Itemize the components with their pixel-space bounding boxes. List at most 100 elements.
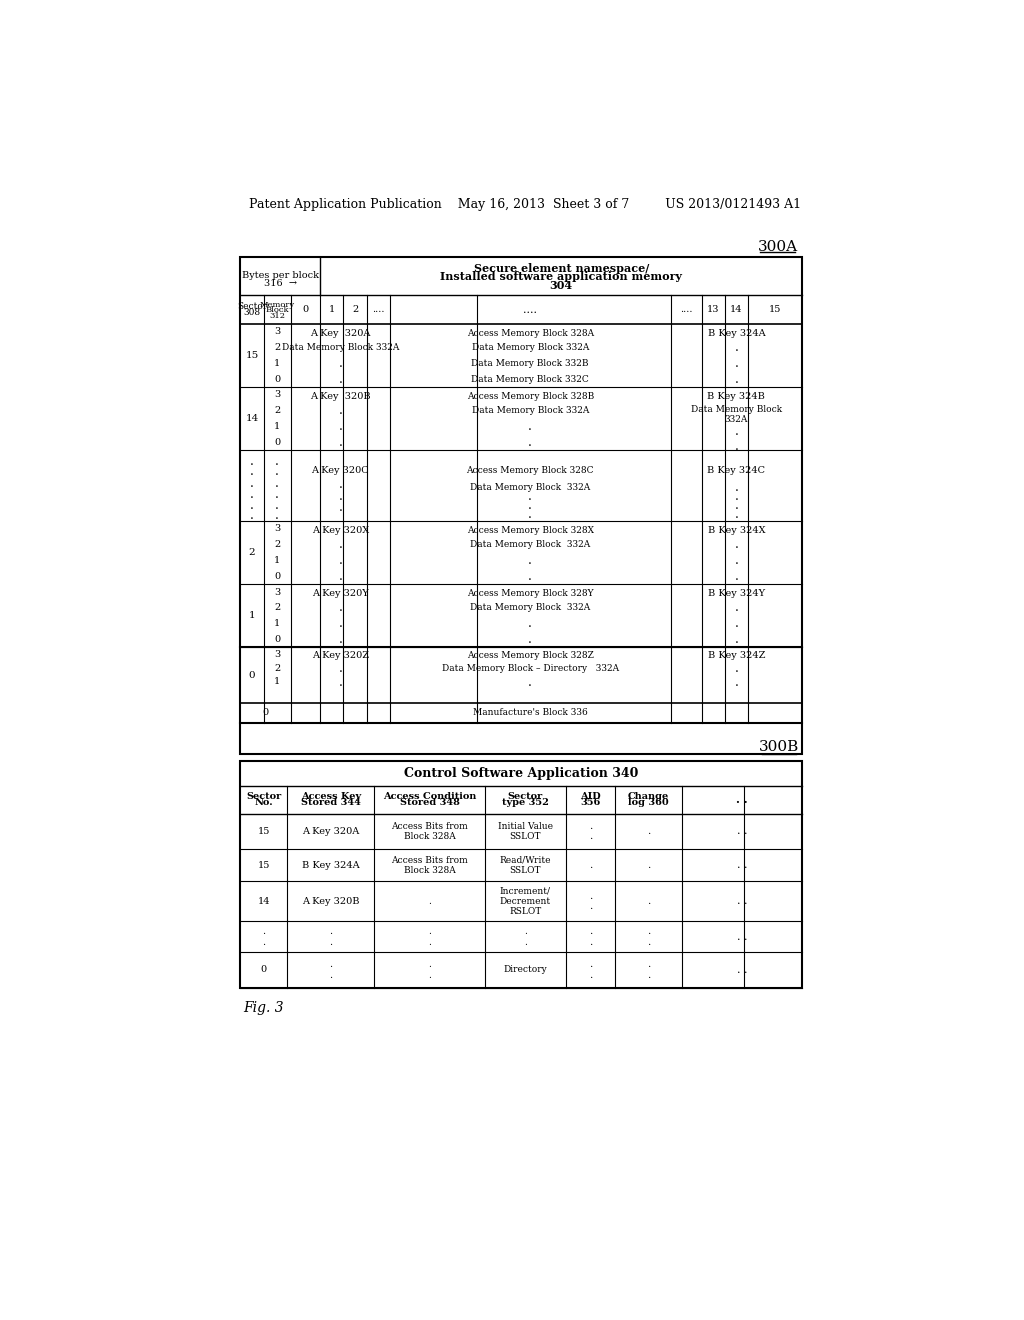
Text: .
.: . . — [428, 960, 431, 979]
Text: A Key 320X: A Key 320X — [311, 527, 369, 535]
Text: Manufacture's Block 336: Manufacture's Block 336 — [473, 709, 588, 717]
Text: Control Software Application 340: Control Software Application 340 — [404, 767, 639, 780]
Text: 332A: 332A — [725, 414, 749, 424]
Text: A Key  320B: A Key 320B — [310, 392, 371, 401]
Text: 2: 2 — [274, 407, 281, 416]
Text: .: . — [338, 436, 342, 449]
Text: .: . — [528, 676, 532, 689]
Text: .
.: . . — [647, 927, 650, 946]
Text: B Key 324B: B Key 324B — [708, 392, 765, 401]
Text: Installed software application memory: Installed software application memory — [440, 272, 682, 282]
Text: 3: 3 — [274, 327, 281, 337]
Text: 2: 2 — [274, 603, 281, 612]
Text: .: . — [338, 356, 342, 370]
Text: 2: 2 — [274, 343, 281, 352]
Text: Stored 348: Stored 348 — [399, 799, 460, 808]
Text: .: . — [528, 499, 532, 512]
Text: .: . — [647, 898, 650, 906]
Text: .: . — [528, 618, 532, 630]
Text: Access Bits from
Block 328A: Access Bits from Block 328A — [391, 855, 468, 875]
Text: .: . — [528, 508, 532, 521]
Text: .: . — [734, 554, 738, 568]
Text: .: . — [528, 436, 532, 449]
Text: Sector: Sector — [508, 792, 543, 801]
Text: .: . — [338, 539, 342, 552]
Text: AID: AID — [580, 792, 601, 801]
Text: .: . — [338, 661, 342, 675]
Text: .: . — [275, 488, 280, 502]
Text: .: . — [734, 570, 738, 583]
Text: B Key 324X: B Key 324X — [708, 527, 765, 535]
Text: 308: 308 — [244, 309, 260, 317]
Text: B Key 324Z: B Key 324Z — [708, 651, 765, 660]
Text: 2: 2 — [274, 540, 281, 549]
Text: .: . — [338, 490, 342, 503]
Text: Data Memory Block 332C: Data Memory Block 332C — [471, 375, 589, 384]
Text: 15: 15 — [257, 826, 269, 836]
Text: ....: .... — [680, 305, 692, 314]
Text: Sector: Sector — [237, 302, 267, 312]
Text: . .: . . — [737, 826, 748, 837]
Text: ....: .... — [523, 305, 538, 314]
Text: .: . — [338, 602, 342, 614]
Text: 0: 0 — [260, 965, 266, 974]
Text: .: . — [528, 634, 532, 645]
Text: 316  →: 316 → — [264, 280, 297, 288]
Text: .: . — [734, 539, 738, 552]
Text: .: . — [338, 554, 342, 568]
Text: Access Bits from
Block 328A: Access Bits from Block 328A — [391, 821, 468, 841]
Text: Secure element namespace/: Secure element namespace/ — [473, 263, 649, 275]
Text: Block: Block — [265, 306, 289, 314]
Text: .
.: . . — [329, 927, 332, 946]
Text: .: . — [528, 554, 532, 568]
Text: Data Memory Block – Directory   332A: Data Memory Block – Directory 332A — [441, 664, 618, 673]
Text: 3: 3 — [274, 649, 281, 659]
Text: 15: 15 — [257, 861, 269, 870]
Text: .: . — [250, 477, 254, 490]
Text: Data Memory Block: Data Memory Block — [691, 405, 782, 414]
Text: 2: 2 — [249, 548, 255, 557]
Text: 15: 15 — [769, 305, 781, 314]
Text: . .: . . — [737, 932, 748, 942]
Text: A Key 320Z: A Key 320Z — [311, 651, 369, 660]
Text: Memory: Memory — [260, 301, 295, 309]
Text: .: . — [338, 634, 342, 645]
Text: 14: 14 — [730, 305, 742, 314]
Text: 300A: 300A — [758, 240, 798, 253]
Text: Patent Application Publication    May 16, 2013  Sheet 3 of 7         US 2013/012: Patent Application Publication May 16, 2… — [249, 198, 801, 211]
Text: .: . — [528, 570, 532, 583]
Text: Data Memory Block 332A: Data Memory Block 332A — [471, 343, 589, 352]
Text: Access Condition: Access Condition — [383, 792, 476, 801]
Text: A Key 320A: A Key 320A — [302, 826, 359, 836]
Text: .: . — [734, 618, 738, 630]
Text: 14: 14 — [257, 898, 270, 906]
Text: Stored 344: Stored 344 — [301, 799, 360, 808]
Text: 0: 0 — [249, 671, 255, 680]
Text: Increment/
Decrement
RSLOT: Increment/ Decrement RSLOT — [500, 887, 551, 916]
Text: 3: 3 — [274, 524, 281, 533]
Text: log 360: log 360 — [628, 799, 669, 808]
Text: .: . — [338, 618, 342, 630]
Text: 1: 1 — [329, 305, 335, 314]
Text: . .: . . — [737, 861, 748, 870]
Text: .
.: . . — [647, 960, 650, 979]
Text: 312: 312 — [269, 312, 286, 319]
Text: .: . — [428, 898, 431, 906]
Text: 2: 2 — [274, 664, 281, 673]
Text: 1: 1 — [274, 619, 281, 628]
Text: .: . — [734, 441, 738, 454]
Text: 0: 0 — [274, 635, 281, 644]
Text: .: . — [338, 676, 342, 689]
Text: .: . — [250, 455, 254, 469]
Text: Access Memory Block 328Y: Access Memory Block 328Y — [467, 589, 594, 598]
Text: Access Key: Access Key — [301, 792, 360, 801]
Text: .
.: . . — [428, 927, 431, 946]
Text: .: . — [338, 404, 342, 417]
Text: .: . — [734, 356, 738, 370]
Text: 0: 0 — [274, 572, 281, 581]
Text: 300B: 300B — [759, 741, 799, 755]
Text: .: . — [589, 861, 592, 870]
Text: . .: . . — [737, 965, 748, 975]
Text: 15: 15 — [246, 351, 259, 360]
Text: . .: . . — [736, 795, 748, 805]
